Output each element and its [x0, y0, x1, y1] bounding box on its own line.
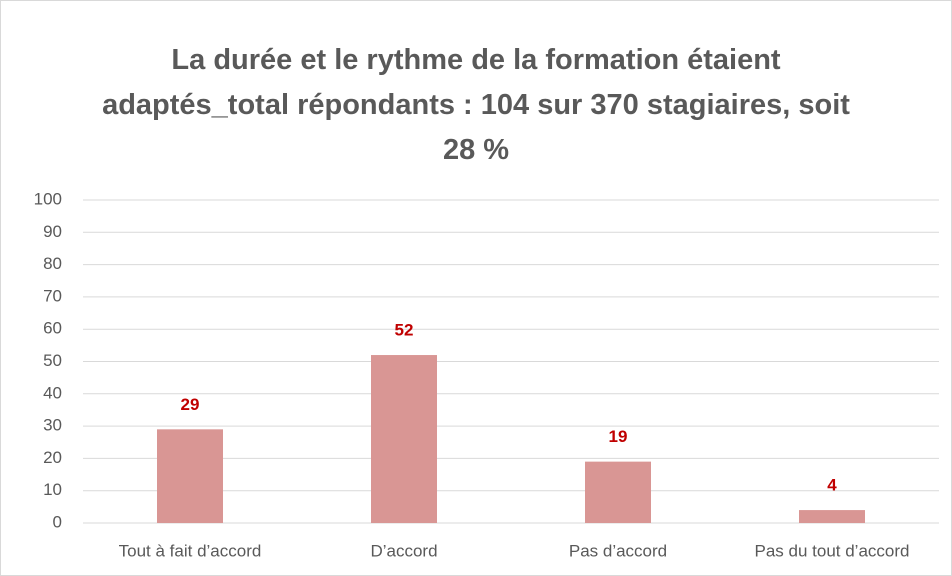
x-tick-label: Tout à fait d’accord: [119, 541, 262, 560]
bar: [799, 510, 865, 523]
y-tick-label: 40: [43, 383, 62, 402]
value-label: 29: [181, 395, 200, 414]
y-tick-label: 10: [43, 480, 62, 499]
y-tick-label: 0: [53, 512, 62, 531]
bar: [371, 355, 437, 523]
y-tick-label: 60: [43, 319, 62, 338]
bar: [157, 429, 223, 523]
bar: [585, 461, 651, 523]
value-label: 4: [827, 476, 837, 495]
value-label: 19: [609, 427, 628, 446]
x-tick-label: D’accord: [370, 541, 437, 560]
y-tick-label: 100: [34, 189, 62, 208]
value-label: 52: [395, 321, 414, 340]
x-tick-label: Pas d’accord: [569, 541, 667, 560]
y-tick-label: 80: [43, 254, 62, 273]
y-tick-label: 90: [43, 222, 62, 241]
y-tick-label: 20: [43, 448, 62, 467]
chart-title: La durée et le rythme de la formation ét…: [102, 44, 850, 166]
y-tick-label: 50: [43, 351, 62, 370]
y-tick-label: 70: [43, 286, 62, 305]
x-tick-label: Pas du tout d’accord: [755, 541, 910, 560]
y-tick-label: 30: [43, 416, 62, 435]
